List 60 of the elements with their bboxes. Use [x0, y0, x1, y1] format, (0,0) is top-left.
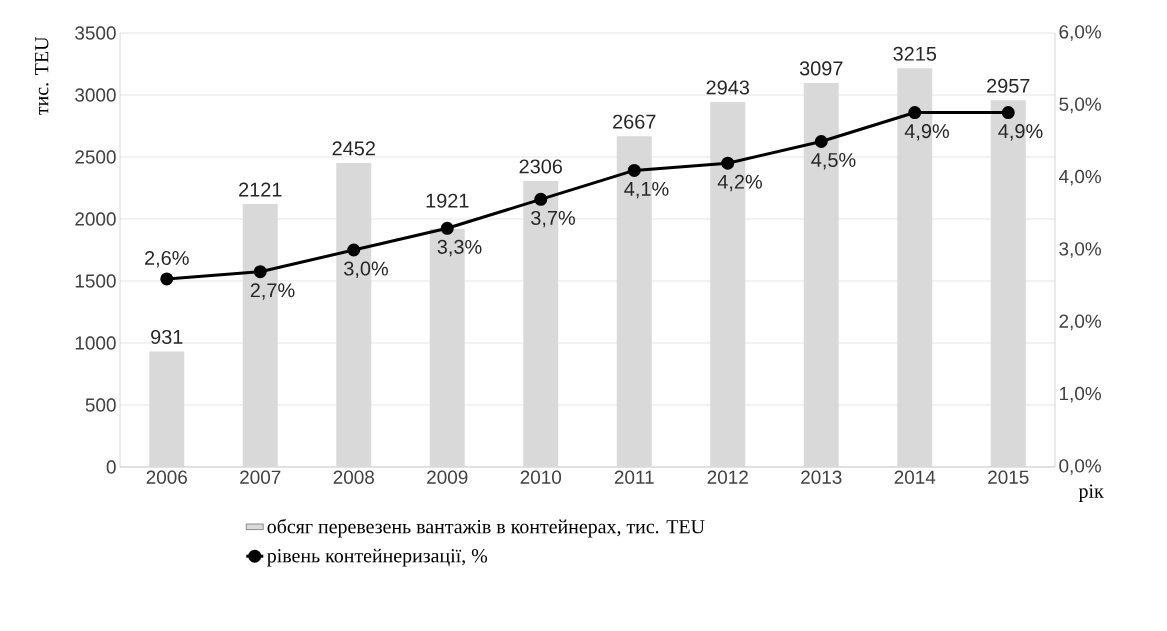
y-tick-label: 3000 — [75, 88, 116, 102]
point — [347, 243, 361, 257]
point — [253, 265, 267, 279]
y2-tick-label: 4,0% — [1058, 169, 1101, 186]
data-label: 4,5% — [811, 153, 856, 170]
y-tick-label: 2000 — [75, 212, 116, 226]
data-label: 2667 — [613, 114, 656, 129]
data-label: 2306 — [519, 159, 563, 174]
data-label: 3,0% — [344, 261, 388, 278]
data-label: 4,1% — [624, 181, 669, 199]
data-label: 3,7% — [531, 210, 575, 228]
y-tick-label: 2500 — [75, 150, 116, 164]
y-tick-label: 1000 — [75, 336, 116, 350]
point — [814, 134, 828, 148]
x-tick-label: 2012 — [707, 470, 748, 484]
point — [534, 192, 548, 206]
point — [440, 221, 454, 235]
y2-tick-label: 0,0% — [1059, 459, 1101, 475]
y-axis-title: тис. TEU — [35, 36, 49, 115]
y2-tick-label: 5,0% — [1059, 97, 1101, 114]
x-tick-label: 2006 — [146, 470, 187, 484]
y-tick-label: 0 — [106, 460, 116, 474]
x-tick-label: 2008 — [333, 470, 374, 484]
point — [908, 106, 922, 120]
data-label: 3097 — [799, 61, 843, 76]
data-label: 4,9% — [904, 124, 949, 141]
data-label: 4,2% — [717, 174, 762, 192]
data-label: 2,7% — [250, 283, 295, 300]
point — [1001, 106, 1015, 120]
y-tick-label: 3500 — [75, 26, 116, 40]
data-label: 2957 — [987, 78, 1030, 93]
y-tick-label: 1500 — [75, 274, 116, 288]
y2-tick-label: 6,0% — [1059, 25, 1101, 41]
data-label: 2,6% — [145, 250, 189, 268]
data-label: 3215 — [893, 46, 937, 61]
y2-tick-label: 2,0% — [1059, 314, 1101, 331]
legend-label: рівень контейнеризації, % — [267, 548, 488, 567]
y2-tick-label: 1,0% — [1059, 386, 1101, 403]
bar — [149, 351, 185, 467]
x-tick-label: 2009 — [427, 470, 468, 484]
data-label: 2452 — [332, 141, 375, 156]
x-tick-label: 2014 — [894, 470, 936, 484]
data-label: 4,9% — [998, 124, 1043, 141]
x-tick-label: 2013 — [801, 470, 842, 484]
y-tick-label: 500 — [85, 398, 116, 412]
data-label: 3,3% — [437, 239, 482, 257]
data-label: 931 — [151, 329, 183, 345]
point — [721, 156, 735, 170]
x-tick-label: 2011 — [614, 470, 654, 484]
point — [627, 163, 641, 177]
data-label: 2943 — [706, 80, 750, 95]
data-label: 1921 — [426, 193, 469, 208]
legend-label: обсяг перевезень вантажів в контейнерах, тис. TEU — [267, 518, 705, 538]
x-tick-label: 2007 — [240, 470, 281, 484]
x-tick-label: 2015 — [988, 470, 1029, 484]
x-tick-label: 2010 — [520, 470, 562, 484]
y2-tick-label: 3,0% — [1059, 242, 1101, 258]
data-label: 2121 — [239, 182, 282, 197]
point — [160, 272, 174, 286]
x-axis-title: рік — [1078, 484, 1104, 502]
